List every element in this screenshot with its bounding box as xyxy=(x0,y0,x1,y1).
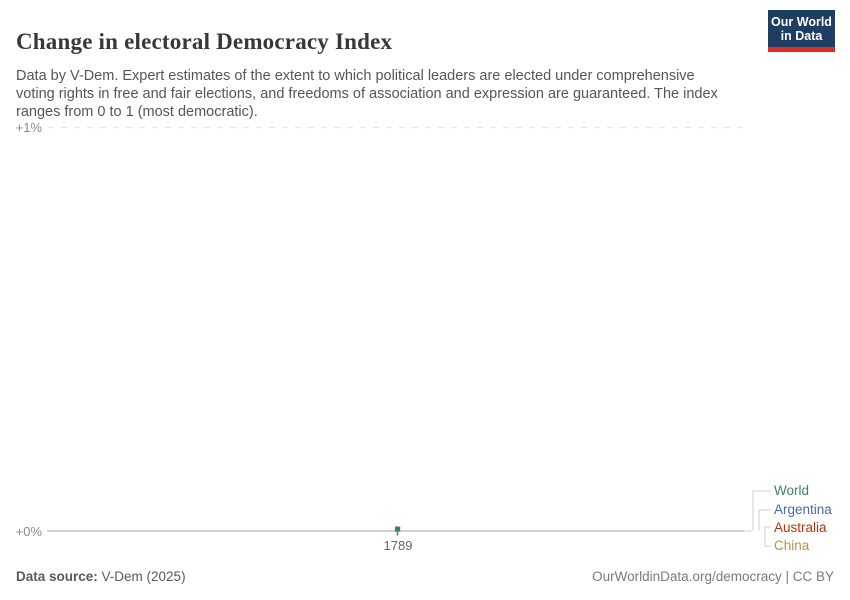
owid-logo: Our World in Data xyxy=(768,10,835,52)
x-axis-tick-1789: 1789 xyxy=(383,538,413,553)
y-axis-label-plus0: +0% xyxy=(15,523,42,539)
data-point-marker-1789[interactable] xyxy=(395,526,401,536)
data-source-note: Data source: V-Dem (2025) xyxy=(16,569,186,584)
legend-item-world[interactable]: World xyxy=(774,483,810,498)
data-source-value: V-Dem (2025) xyxy=(97,569,186,584)
legend-item-china[interactable]: China xyxy=(774,538,810,553)
legend-connector-lines xyxy=(746,490,771,547)
footer-link[interactable]: OurWorldinData.org/democracy | CC BY xyxy=(592,569,834,584)
legend-item-argentina[interactable]: Argentina xyxy=(774,502,832,517)
owid-logo-line1: Our World xyxy=(771,14,832,29)
y-axis-label-plus1: +1% xyxy=(15,119,42,135)
data-source-label: Data source: xyxy=(16,569,98,584)
page-title: Change in electoral Democracy Index xyxy=(16,29,393,55)
owid-logo-line2: in Data xyxy=(780,28,823,43)
legend-item-australia[interactable]: Australia xyxy=(774,520,827,535)
chart-subtitle: Data by V-Dem. Expert estimates of the e… xyxy=(16,67,718,121)
